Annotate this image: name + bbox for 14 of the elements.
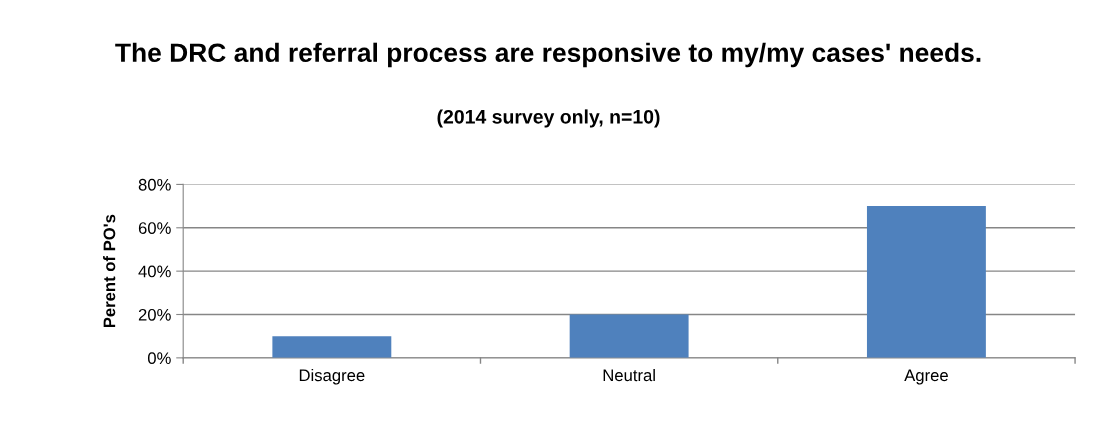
x-tick-label: Agree	[904, 369, 948, 385]
y-tick-label: 40%	[138, 265, 171, 278]
y-tick-label: 60%	[138, 222, 171, 234]
bar	[569, 314, 689, 358]
y-tick-label: 0%	[147, 352, 171, 365]
x-tick-label: Neutral	[603, 368, 655, 382]
bar	[272, 336, 392, 358]
chart-subtitle: (2014 survey only, n=10)	[437, 109, 660, 128]
chart-title: The DRC and referral process are responsive to my/my cases' needs.	[115, 42, 981, 68]
bar	[866, 206, 986, 358]
y-tick-label: 20%	[138, 308, 171, 321]
x-tick-label: Disagree	[299, 368, 365, 385]
y-axis-title: Perent of PO's	[103, 214, 116, 328]
y-tick-label: 80%	[138, 178, 171, 191]
